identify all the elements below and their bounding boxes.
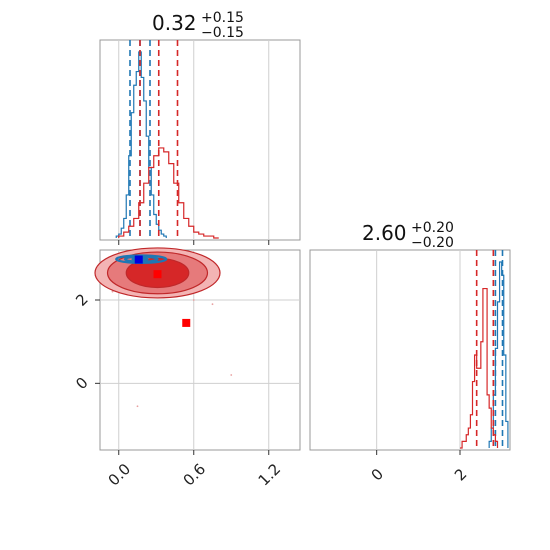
panel-top-left: [99, 39, 301, 241]
tick-label: 2: [451, 465, 470, 484]
scatter-dot: [111, 290, 114, 293]
title-top-left-plus: +0.15: [201, 10, 244, 26]
tick-label: 2: [72, 290, 91, 309]
tick-label: 0: [72, 374, 91, 393]
tick-label: 0: [368, 465, 387, 484]
title-top-left-minus: −0.15: [201, 25, 244, 41]
scatter-dot: [211, 303, 214, 306]
scatter-dot: [136, 405, 139, 408]
title-bottom-right-minus: −0.20: [411, 235, 454, 251]
histogram-step: [488, 261, 509, 448]
histogram-top-left: [115, 40, 219, 240]
scatter-dot: [230, 374, 233, 376]
grid-top-left: [118, 40, 270, 240]
marker-red: [182, 318, 191, 327]
tick-label: 1.2: [255, 460, 285, 490]
title-top-left: 0.32 +0.15 −0.15: [152, 10, 244, 41]
panel-bottom-right: [309, 249, 511, 451]
title-bottom-right-plus: +0.20: [411, 220, 454, 236]
tick-label: 0.0: [105, 460, 135, 490]
histogram-step: [118, 147, 219, 239]
contour-bottom-left: [94, 247, 233, 408]
scatter-dot: [192, 299, 195, 301]
marker-red: [153, 270, 162, 279]
marker-blue: [134, 255, 143, 264]
title-bottom-right: 2.60 +0.20 −0.20: [362, 220, 454, 251]
title-bottom-right-value: 2.60: [362, 221, 407, 245]
histogram-bottom-right: [460, 250, 509, 450]
histogram-step: [460, 287, 499, 449]
panel-bottom-left: [94, 247, 301, 451]
grid-bottom-right: [376, 250, 461, 450]
tick-label: 0.6: [180, 460, 210, 490]
title-top-left-value: 0.32: [152, 11, 197, 35]
